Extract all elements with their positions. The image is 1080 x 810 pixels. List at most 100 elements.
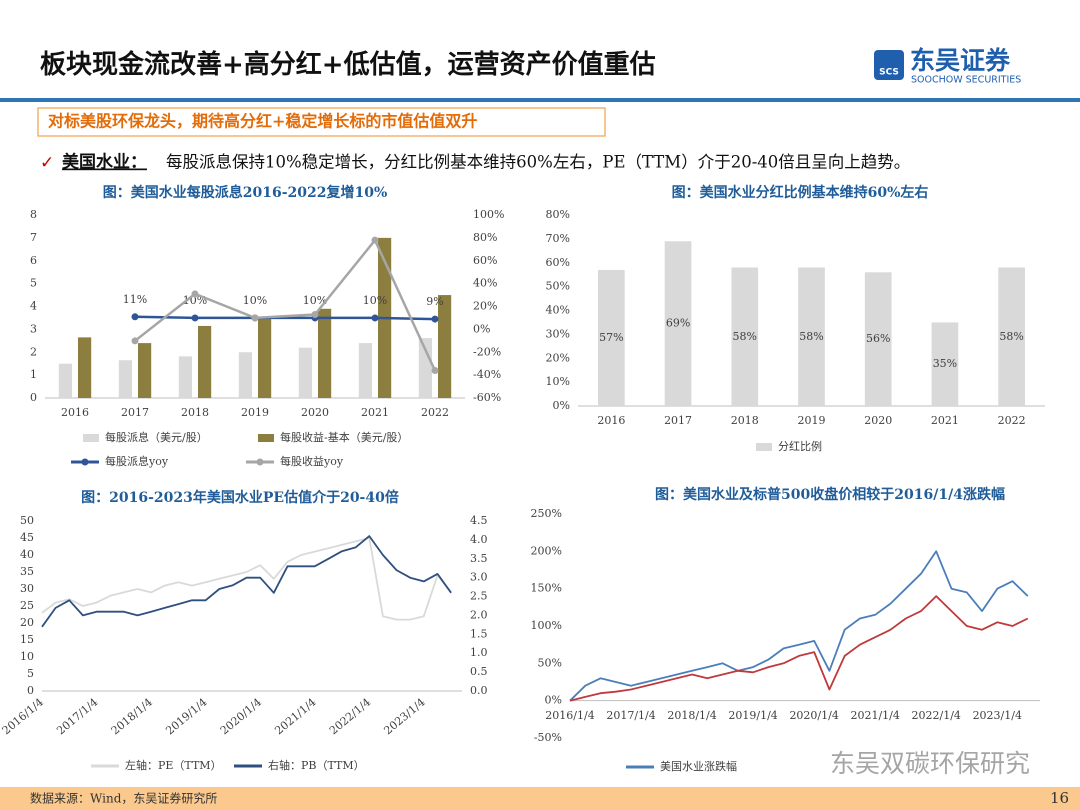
legend-label: 右轴：PB（TTM） — [268, 758, 365, 772]
y2-tick-label: 0.0 — [470, 684, 488, 697]
logo-en: SOOCHOW SECURITIES — [911, 75, 1021, 86]
y-tick-label: 0 — [30, 391, 37, 404]
legend-marker — [81, 458, 89, 466]
bar — [798, 267, 825, 406]
y-tick-label: 5 — [27, 667, 34, 680]
y-tick-label: 150% — [531, 582, 562, 595]
x-tick-label: 2018 — [731, 414, 759, 427]
data-label: 56% — [866, 332, 890, 345]
x-tick-label: 2016 — [597, 414, 625, 427]
marker — [371, 236, 379, 244]
x-tick-label: 2021 — [361, 406, 389, 419]
y-tick-label: 4 — [30, 300, 37, 313]
y2-tick-label: 20% — [473, 300, 497, 313]
page-number: 16 — [1050, 789, 1069, 807]
data-label: 9% — [426, 295, 443, 308]
x-tick-label: 2016 — [61, 406, 89, 419]
y-tick-label: 3 — [30, 322, 37, 335]
y-tick-label: 50% — [538, 656, 562, 669]
y-tick-label: 200% — [531, 544, 562, 557]
y-tick-label: 30% — [546, 327, 570, 340]
legend-label: 每股派息（美元/股） — [105, 430, 208, 444]
y-tick-label: 50 — [20, 514, 34, 527]
data-label: 58% — [999, 330, 1023, 343]
x-tick-label: 2019 — [798, 414, 826, 427]
x-tick-label: 2019/1/4 — [728, 709, 777, 722]
data-label: 10% — [363, 294, 387, 307]
bar — [418, 338, 432, 398]
marker — [371, 314, 379, 322]
marker — [191, 314, 199, 322]
y-tick-label: 0% — [545, 694, 562, 707]
bar — [78, 337, 92, 398]
y-tick-label: 2 — [30, 345, 37, 358]
bar — [358, 343, 372, 398]
x-tick-label: 2017 — [664, 414, 692, 427]
data-label: 35% — [933, 357, 957, 370]
bar — [864, 272, 892, 406]
bar — [931, 322, 959, 406]
line — [569, 550, 1029, 702]
marker — [431, 367, 439, 375]
y2-tick-label: -40% — [473, 368, 501, 381]
slide-title: 板块现金流改善+高分红+低估值，运营资产价值重估 — [40, 49, 656, 80]
y2-tick-label: 2.5 — [470, 590, 488, 603]
footer-bar — [0, 787, 1080, 810]
bullet-label: 美国水业： — [62, 152, 147, 173]
bullet-text: 每股派息保持10%稳定增长，分红比例基本维持60%左右，PE（TTM）介于20-… — [166, 153, 910, 172]
y-tick-label: 20 — [20, 616, 34, 629]
marker — [131, 313, 139, 321]
bar — [318, 308, 332, 398]
y-tick-label: 250% — [531, 507, 562, 520]
bar — [198, 325, 212, 398]
bar — [998, 267, 1025, 406]
x-tick-label: 2022/1/4 — [912, 709, 961, 722]
data-label: 10% — [303, 294, 327, 307]
y2-tick-label: 1.0 — [470, 646, 488, 659]
y2-tick-label: 1.5 — [470, 627, 488, 640]
x-tick-label: 2018/1/4 — [667, 709, 716, 722]
line — [41, 537, 452, 621]
x-tick-label: 2023/1/4 — [973, 709, 1022, 722]
x-tick-label: 2020 — [301, 406, 329, 419]
check-icon: ✓ — [40, 153, 54, 173]
bar — [258, 317, 272, 398]
y-tick-label: 0 — [27, 684, 34, 697]
bar — [238, 352, 252, 398]
y-tick-label: -50% — [534, 731, 562, 744]
legend-label: 分红比例 — [778, 439, 822, 453]
x-tick-label: 2021/1/4 — [850, 709, 899, 722]
data-label: 10% — [243, 294, 267, 307]
source: 数据来源：Wind，东吴证券研究所 — [30, 791, 217, 806]
y-tick-label: 10 — [20, 650, 34, 663]
line — [134, 238, 437, 372]
data-label: 58% — [799, 330, 823, 343]
y-tick-label: 10% — [546, 375, 570, 388]
y-tick-label: 15 — [20, 633, 34, 646]
x-tick-label: 2020 — [864, 414, 892, 427]
subtitle: 对标美股环保龙头，期待高分红+稳定增长标的市值估值双升 — [48, 112, 477, 131]
bar — [598, 269, 625, 406]
y-tick-label: 60% — [546, 256, 570, 269]
legend-label: 每股派息yoy — [105, 454, 169, 468]
y-tick-label: 0% — [553, 399, 570, 412]
marker — [131, 337, 139, 345]
data-label: 69% — [666, 317, 690, 330]
y-tick-label: 30 — [20, 582, 34, 595]
legend-label: 每股收益-基本（美元/股） — [280, 430, 408, 444]
bar — [298, 347, 312, 398]
y-tick-label: 1 — [30, 368, 37, 381]
bar — [438, 295, 452, 398]
y2-tick-label: 3.0 — [470, 571, 488, 584]
x-tick-label: 2017 — [121, 406, 149, 419]
y-tick-label: 25 — [20, 599, 34, 612]
x-tick-label: 2021 — [931, 414, 959, 427]
bar — [138, 343, 152, 398]
y2-tick-label: 4.5 — [470, 514, 488, 527]
chart-title: 图：2016-2023年美国水业PE估值介于20-40倍 — [81, 489, 399, 506]
bar — [731, 267, 759, 406]
bar — [118, 360, 132, 398]
y2-tick-label: -20% — [473, 345, 501, 358]
logo-icon — [874, 50, 904, 80]
